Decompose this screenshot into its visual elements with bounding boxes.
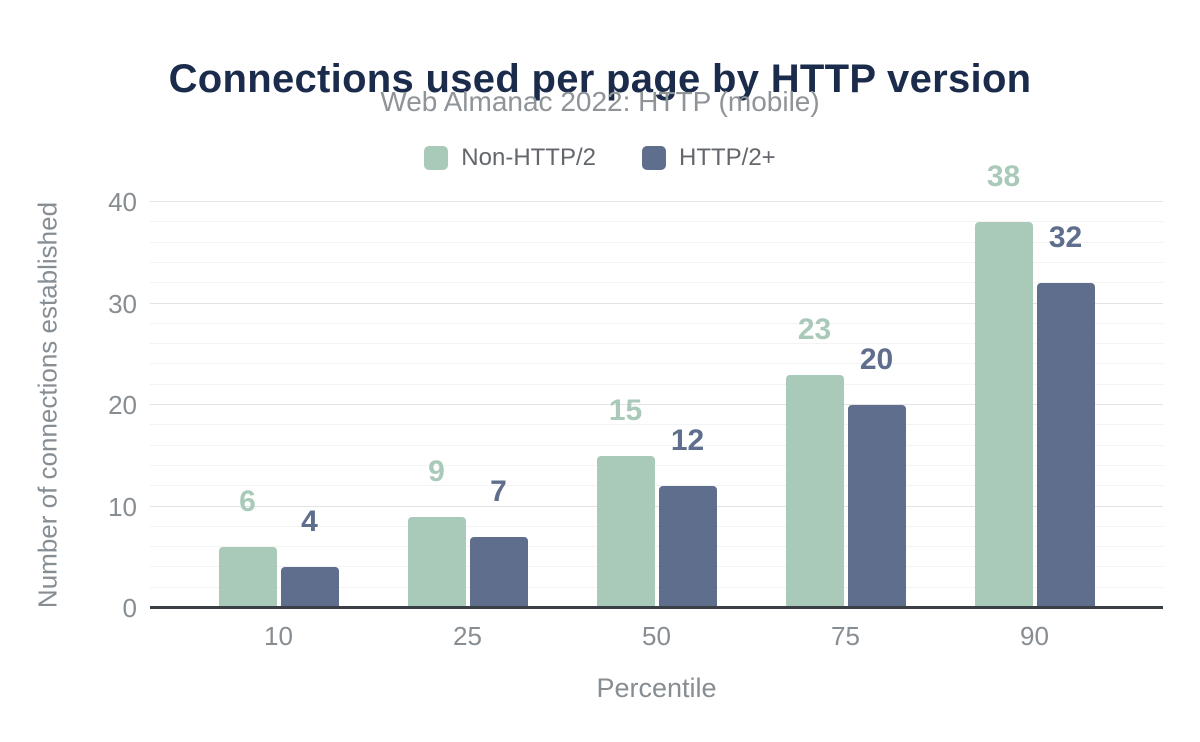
gridline-minor-16 <box>150 444 1163 446</box>
gridline-minor-22 <box>150 383 1163 385</box>
legend-label-non-http2: Non-HTTP/2 <box>461 144 596 171</box>
bar-value-label-http2-p90: 32 <box>1048 221 1083 255</box>
bar-value-label-non-http2-p25: 9 <box>428 454 445 488</box>
bar-non-http2-p90: 38 <box>974 162 1033 608</box>
legend-item-http2[interactable]: HTTP/2+ <box>642 144 776 172</box>
bar-value-label-http2-p25: 7 <box>490 474 507 508</box>
x-axis-title: Percentile <box>596 673 717 703</box>
bar-group-p25: 9 7 25 <box>373 202 562 651</box>
legend-item-non-http2[interactable]: Non-HTTP/2 <box>424 144 596 172</box>
x-tick-75: 75 <box>831 621 860 651</box>
bar-http2-p25: 7 <box>469 476 528 608</box>
gridline-minor-6 <box>150 546 1163 548</box>
legend: Non-HTTP/2 HTTP/2+ <box>0 143 1200 173</box>
gridline-minor-32 <box>150 282 1163 284</box>
bar-non-http2-p50: 15 <box>596 395 655 608</box>
gridline-minor-18 <box>150 424 1163 426</box>
gridline-minor-14 <box>150 464 1163 466</box>
plot-area: 6 4 10 9 7 25 15 12 50 23 20 75 38 32 90 0 10 20 30 40 <box>108 162 1163 651</box>
bar-group-p10: 6 4 10 <box>184 202 373 651</box>
x-tick-90: 90 <box>1020 621 1049 651</box>
gridline-minor-26 <box>150 343 1163 345</box>
bar-value-label-non-http2-p90: 38 <box>986 160 1021 194</box>
bar-value-label-non-http2-p10: 6 <box>239 485 256 519</box>
x-tick-10: 10 <box>264 621 293 651</box>
bar-non-http2-p75: 23 <box>785 314 844 608</box>
legend-swatch-non-http2-icon <box>424 146 449 170</box>
gridline-minor-34 <box>150 261 1163 263</box>
y-tick-30: 30 <box>108 288 137 319</box>
bar-http2-p10: 4 <box>280 507 339 608</box>
gridline-minor-2 <box>150 586 1163 588</box>
gridline-major-30 <box>150 302 1163 304</box>
gridline-major-40 <box>150 201 1163 202</box>
bar-non-http2-p25: 9 <box>407 456 466 608</box>
gridline-minor-12 <box>150 485 1163 487</box>
gridline-major-20 <box>150 404 1163 405</box>
gridline-minor-38 <box>150 221 1163 223</box>
bar-non-http2-p10: 6 <box>218 487 277 608</box>
legend-label-http2: HTTP/2+ <box>679 144 776 171</box>
bar-value-label-http2-p10: 4 <box>301 505 318 539</box>
bar-value-label-non-http2-p50: 15 <box>608 393 643 427</box>
bar-value-label-http2-p50: 12 <box>670 424 705 458</box>
gridline-major-10 <box>150 505 1163 507</box>
y-tick-10: 10 <box>108 491 137 522</box>
gridline-minor-24 <box>150 363 1163 365</box>
bar-value-label-http2-p75: 20 <box>859 343 894 376</box>
legend-swatch-http2-icon <box>642 146 666 170</box>
gridline-minor-28 <box>150 322 1163 324</box>
bar-value-label-non-http2-p75: 23 <box>797 312 832 346</box>
y-axis-title: Number of connections established <box>32 201 63 609</box>
chart-title: Connections used per page by HTTP versio… <box>168 56 1032 101</box>
gridline-minor-8 <box>150 525 1163 527</box>
x-axis-line <box>150 606 1163 609</box>
gridline-minor-4 <box>150 566 1163 568</box>
bar-http2-p90: 32 <box>1036 223 1095 608</box>
gridline-minor-36 <box>150 241 1163 243</box>
y-tick-40: 40 <box>108 187 137 217</box>
y-tick-0: 0 <box>122 593 137 623</box>
y-tick-20: 20 <box>108 390 137 420</box>
chart-subtitle: Web Almanac 2022: HTTP (mobile) <box>380 86 820 117</box>
bar-http2-p75: 20 <box>847 345 906 608</box>
x-tick-50: 50 <box>642 621 671 651</box>
bar-group-p90: 38 32 90 <box>940 162 1129 651</box>
bar-groups: 6 4 10 9 7 25 15 12 50 23 20 75 38 32 90 <box>150 162 1163 651</box>
bar-http2-p50: 12 <box>658 426 717 608</box>
x-tick-25: 25 <box>453 621 482 651</box>
bar-group-p50: 15 12 50 <box>562 202 751 651</box>
bar-group-p75: 23 20 75 <box>751 202 940 651</box>
